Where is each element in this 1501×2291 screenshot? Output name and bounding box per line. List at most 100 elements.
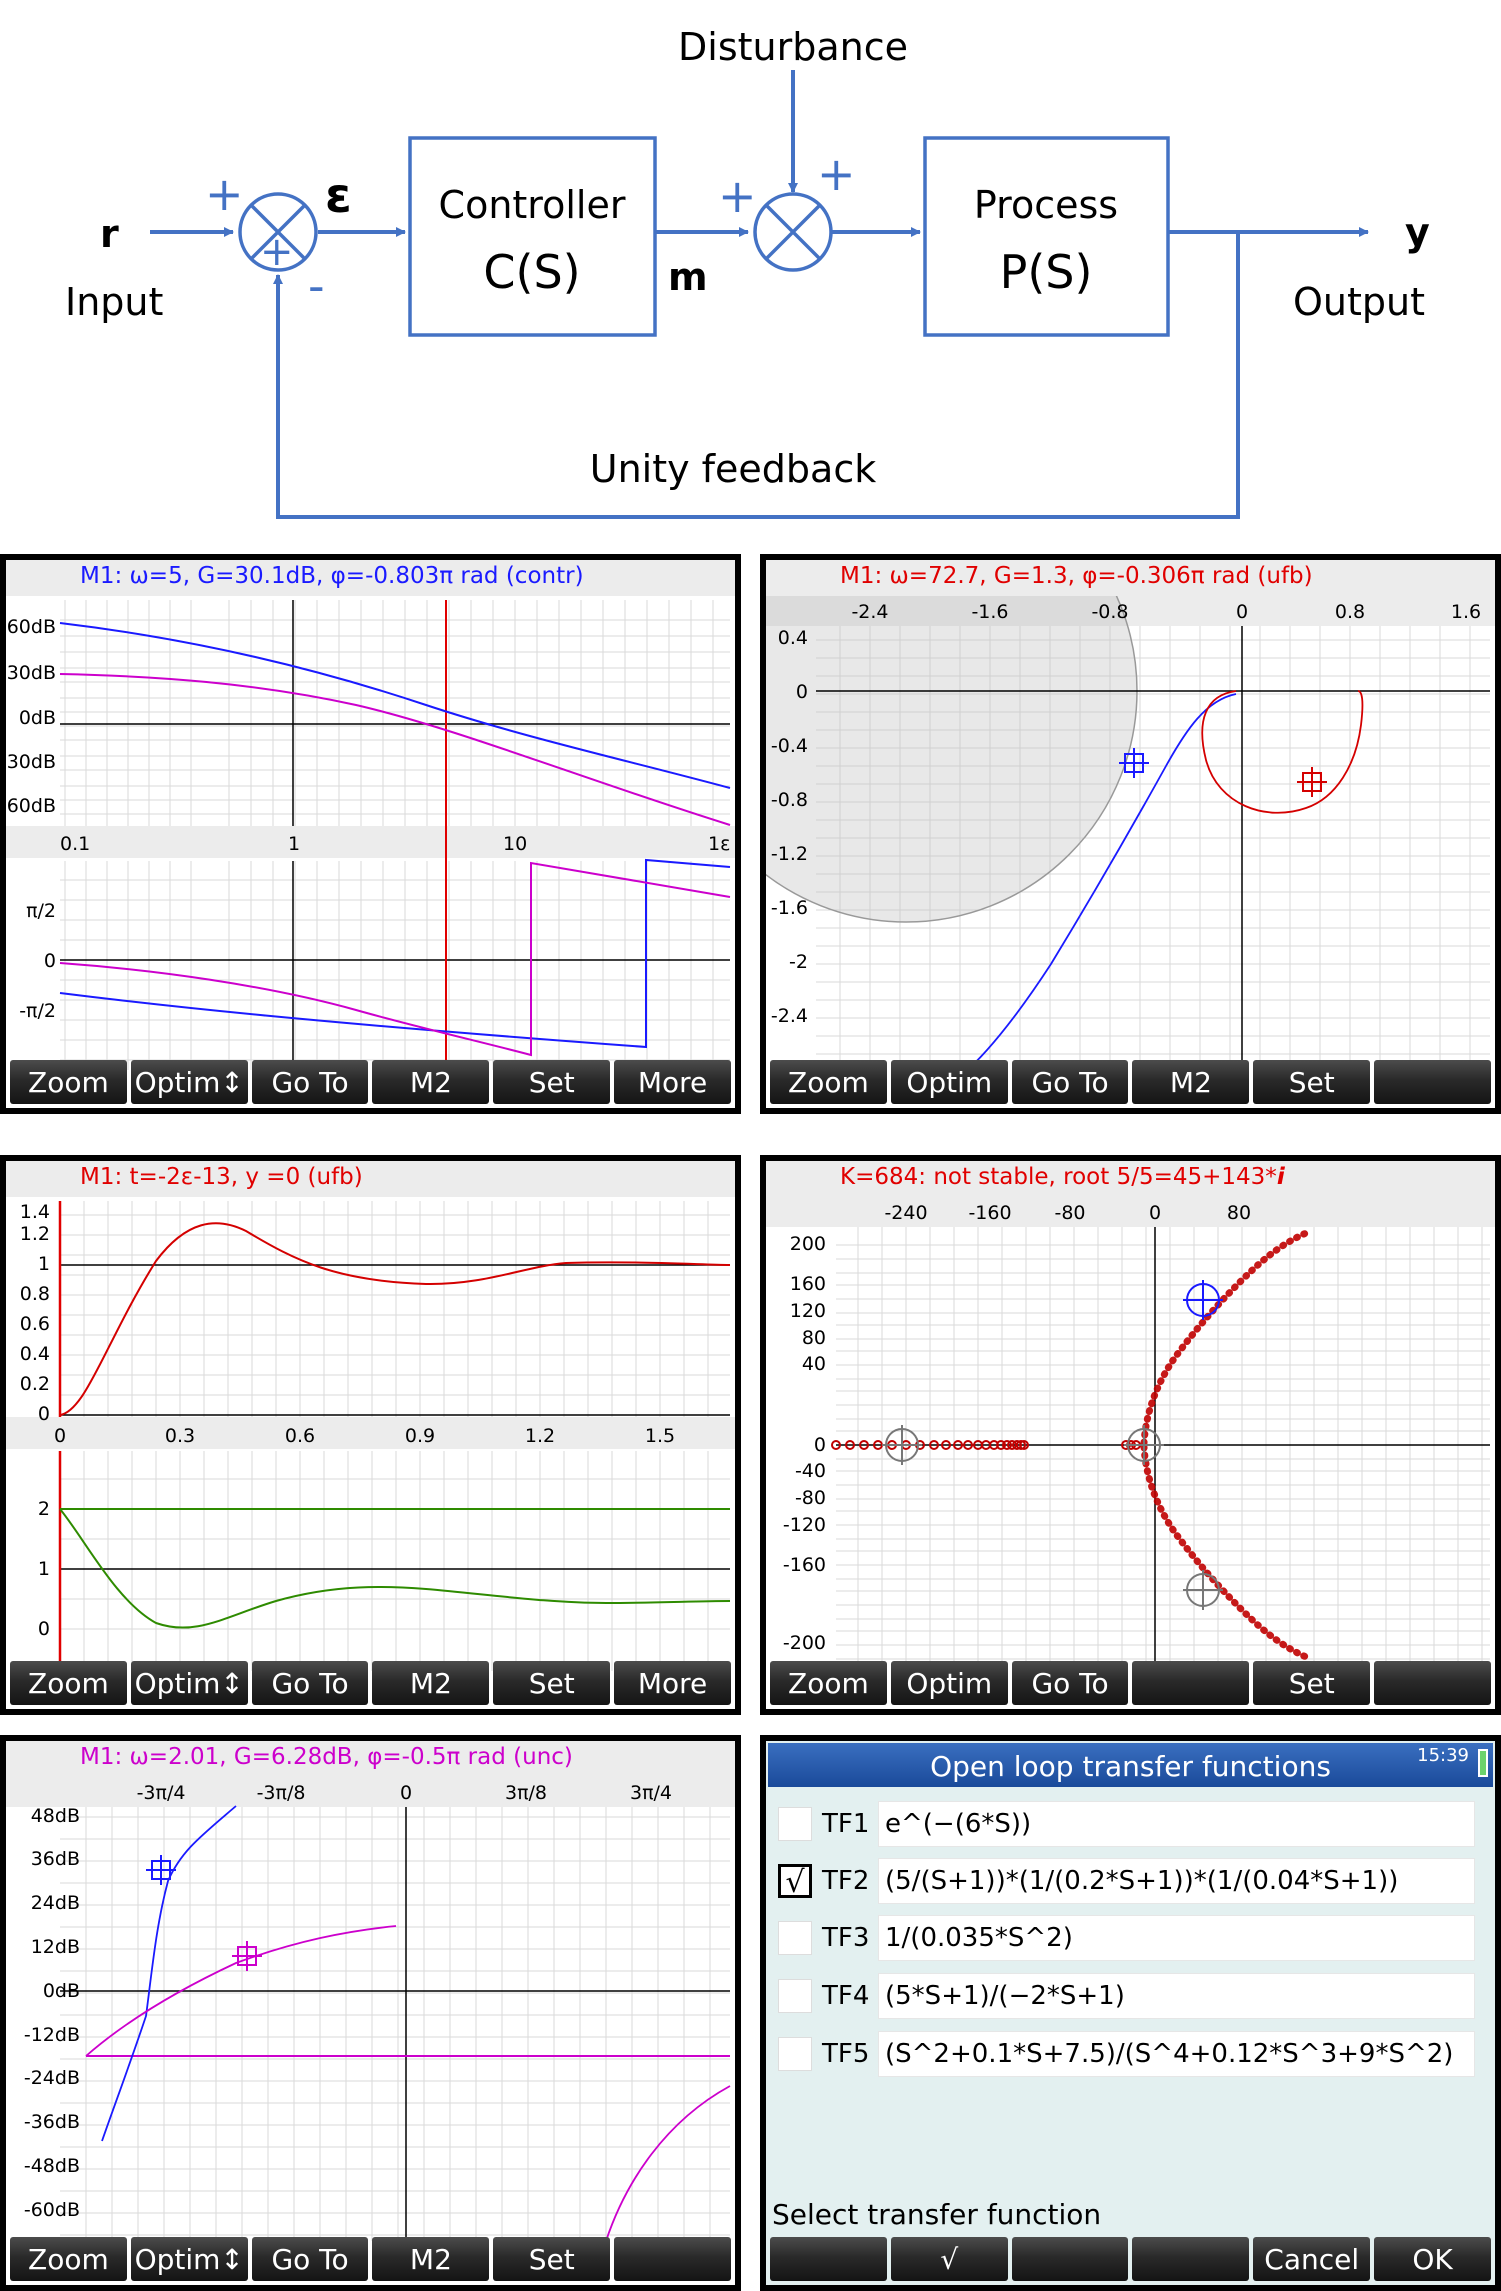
- optim-button[interactable]: Optim↕: [130, 2237, 248, 2281]
- goto-button[interactable]: Go To: [251, 2237, 369, 2281]
- bode-mag-tick: 60dB: [7, 616, 56, 638]
- set-button[interactable]: Set: [1253, 1661, 1371, 1705]
- empty-softkey[interactable]: [1132, 1661, 1250, 1705]
- nichols-marker-m1[interactable]: [146, 1855, 176, 1885]
- empty-softkey[interactable]: [614, 2237, 731, 2281]
- root-locus-upper-branch: [1140, 1227, 1315, 1447]
- nichols-y-tick: 24dB: [31, 1892, 80, 1914]
- goto-button[interactable]: Go To: [1011, 1661, 1129, 1705]
- m2-button[interactable]: M2: [372, 1060, 490, 1104]
- root-locus-marker-conjugate[interactable]: [1183, 1570, 1223, 1610]
- step-y-tick-bottom: 0: [38, 1618, 50, 1640]
- check-button[interactable]: √: [890, 2237, 1008, 2281]
- tf-name: TF2: [822, 1866, 870, 1896]
- sum1-minus: -: [308, 259, 325, 313]
- nyquist-marker-m2[interactable]: [1119, 748, 1149, 778]
- tf-row[interactable]: TF3 1/(0.035*S^2): [778, 1915, 1475, 1961]
- empty-softkey[interactable]: [1374, 1060, 1491, 1104]
- goto-button[interactable]: Go To: [251, 1060, 369, 1104]
- tf-expression[interactable]: e^(−(6*S)): [878, 1801, 1475, 1847]
- step-y-tick: 1.4: [20, 1201, 50, 1223]
- nichols-plot[interactable]: -3π/4 -3π/8 0 3π/8 3π/4 48dB 36dB 24dB 1…: [6, 1741, 735, 2285]
- root-locus-marker-real[interactable]: [882, 1425, 922, 1465]
- tf-checkbox[interactable]: [778, 1979, 812, 2013]
- tf-row[interactable]: TF1 e^(−(6*S)): [778, 1801, 1475, 1847]
- nyquist-x-tick: 1.6: [1451, 601, 1481, 623]
- step-response-plot[interactable]: 1.4 1.2 1 0.8 0.6 0.4 0.2 0 2 1 0 0 0.3 …: [6, 1161, 735, 1709]
- tf-row[interactable]: TF4 (5*S+1)/(−2*S+1): [778, 1973, 1475, 2019]
- empty-softkey[interactable]: [1011, 2237, 1129, 2281]
- zoom-button[interactable]: Zoom: [10, 1661, 127, 1705]
- step-x-tick: 0: [54, 1425, 66, 1447]
- bode-mag-tick: -30dB: [6, 751, 56, 773]
- bode-freq-tick: 1ε: [708, 833, 730, 855]
- tf-expression[interactable]: (S^2+0.1*S+7.5)/(S^4+0.12*S^3+9*S^2): [878, 2031, 1475, 2077]
- set-button[interactable]: Set: [493, 1060, 611, 1104]
- battery-icon: [1478, 1749, 1488, 1777]
- more-button[interactable]: More: [614, 1060, 731, 1104]
- nyquist-header: M1: ω=72.7, G=1.3, φ=-0.306π rad (ufb): [766, 560, 1495, 596]
- tf-row[interactable]: TF5 (S^2+0.1*S+7.5)/(S^4+0.12*S^3+9*S^2): [778, 2031, 1475, 2077]
- tf-expression[interactable]: (5/(S+1))*(1/(0.2*S+1))*(1/(0.04*S+1)): [878, 1858, 1475, 1904]
- empty-softkey[interactable]: [1132, 2237, 1250, 2281]
- optim-button[interactable]: Optim: [890, 1060, 1008, 1104]
- nyquist-y-tick: 0.4: [778, 627, 808, 649]
- nichols-marker-m2[interactable]: [232, 1941, 262, 1971]
- zoom-button[interactable]: Zoom: [770, 1661, 887, 1705]
- sum2-plus-right: +: [817, 147, 856, 201]
- output-label: Output: [1293, 280, 1425, 324]
- m2-button[interactable]: M2: [372, 1661, 490, 1705]
- tf-list-softkey-bar: √ Cancel OK: [770, 2237, 1491, 2281]
- nyquist-softkey-bar: Zoom Optim Go To M2 Set: [770, 1060, 1491, 1104]
- ok-button[interactable]: OK: [1374, 2237, 1491, 2281]
- root-locus-marker-origin[interactable]: [1124, 1425, 1164, 1465]
- tf-checkbox[interactable]: √: [778, 1864, 812, 1899]
- optim-button[interactable]: Optim: [890, 1661, 1008, 1705]
- bode-plot[interactable]: 60dB 30dB 0dB -30dB -60dB π/2 0 -π/2 0.1…: [6, 560, 735, 1108]
- nichols-curve-controller: [101, 1805, 237, 2142]
- root-locus-y-tick: -40: [795, 1460, 826, 1482]
- set-button[interactable]: Set: [493, 2237, 611, 2281]
- root-locus-plot[interactable]: -240 -160 -80 0 80 200 160 120 80 40 0 -…: [766, 1161, 1495, 1709]
- bode-magnitude-controller: [59, 622, 731, 789]
- sum2-plus-left: +: [718, 169, 757, 223]
- empty-softkey[interactable]: [1374, 1661, 1491, 1705]
- nyquist-marker-m1[interactable]: [1297, 767, 1327, 797]
- nichols-y-tick: -36dB: [24, 2111, 80, 2133]
- controller-fn: C(S): [483, 245, 580, 299]
- bode-mag-tick: 30dB: [7, 662, 56, 684]
- tf-checkbox[interactable]: [778, 1921, 812, 1955]
- optim-button[interactable]: Optim↕: [130, 1060, 248, 1104]
- tf-list-panel: Open loop transfer functions 15:39 TF1 e…: [760, 1735, 1501, 2291]
- root-locus-y-tick: 0: [814, 1434, 826, 1456]
- tf-checkbox[interactable]: [778, 2037, 812, 2071]
- error-symbol: ε: [325, 168, 352, 224]
- nyquist-x-tick: 0: [1236, 601, 1248, 623]
- zoom-button[interactable]: Zoom: [10, 2237, 127, 2281]
- controller-title: Controller: [439, 183, 626, 227]
- tf-expression[interactable]: (5*S+1)/(−2*S+1): [878, 1973, 1475, 2019]
- more-button[interactable]: More: [614, 1661, 731, 1705]
- step-x-tick: 1.5: [645, 1425, 675, 1447]
- nichols-curve-process: [85, 1925, 397, 2057]
- cancel-button[interactable]: Cancel: [1253, 2237, 1371, 2281]
- tf-expression[interactable]: 1/(0.035*S^2): [878, 1915, 1475, 1961]
- bode-phase-controller-1: [59, 858, 731, 1049]
- tf-row[interactable]: √ TF2 (5/(S+1))*(1/(0.2*S+1))*(1/(0.04*S…: [778, 1858, 1475, 1904]
- zoom-button[interactable]: Zoom: [770, 1060, 887, 1104]
- empty-softkey[interactable]: [770, 2237, 887, 2281]
- set-button[interactable]: Set: [493, 1661, 611, 1705]
- goto-button[interactable]: Go To: [1011, 1060, 1129, 1104]
- m2-button[interactable]: M2: [1132, 1060, 1250, 1104]
- set-button[interactable]: Set: [1253, 1060, 1371, 1104]
- root-locus-y-tick: 160: [790, 1273, 826, 1295]
- m2-button[interactable]: M2: [372, 2237, 490, 2281]
- goto-button[interactable]: Go To: [251, 1661, 369, 1705]
- root-locus-marker-active[interactable]: [1183, 1280, 1223, 1320]
- zoom-button[interactable]: Zoom: [10, 1060, 127, 1104]
- nyquist-y-tick: -1.6: [771, 897, 808, 919]
- nyquist-plot[interactable]: -2.4 -1.6 -0.8 0 0.8 1.6 0.4 0 -0.4 -0.8…: [766, 560, 1495, 1108]
- optim-button[interactable]: Optim↕: [130, 1661, 248, 1705]
- tf-checkbox[interactable]: [778, 1807, 812, 1841]
- block-diagram: + + - + + r Input ε Controller C(S) m Di…: [65, 25, 1430, 519]
